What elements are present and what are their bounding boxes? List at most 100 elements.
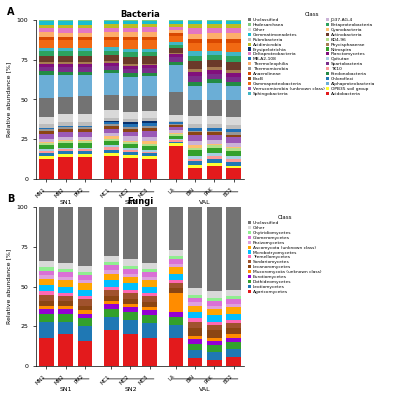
Bar bbox=[142, 64, 157, 65]
Bar bbox=[58, 322, 73, 334]
Bar bbox=[188, 156, 202, 158]
Bar bbox=[169, 62, 184, 65]
Bar bbox=[58, 48, 73, 51]
Bar bbox=[188, 82, 202, 86]
Bar bbox=[188, 135, 202, 140]
Bar bbox=[104, 330, 118, 366]
Bar bbox=[123, 52, 138, 57]
Bar bbox=[188, 288, 202, 295]
Bar bbox=[78, 341, 92, 366]
Bar bbox=[78, 283, 92, 290]
Text: SN2: SN2 bbox=[124, 200, 137, 205]
Bar bbox=[123, 277, 138, 283]
Bar bbox=[58, 287, 73, 293]
Bar bbox=[123, 20, 138, 21]
Bar bbox=[39, 338, 54, 366]
Bar bbox=[104, 70, 118, 74]
Bar bbox=[39, 25, 54, 28]
Bar bbox=[104, 153, 118, 156]
Bar bbox=[58, 132, 73, 137]
Bar bbox=[78, 140, 92, 141]
Bar bbox=[39, 98, 54, 117]
Bar bbox=[58, 306, 73, 309]
Bar bbox=[58, 115, 73, 122]
Bar bbox=[226, 24, 241, 28]
Bar bbox=[58, 67, 73, 72]
Bar bbox=[142, 287, 157, 293]
Bar bbox=[142, 96, 157, 111]
Bar bbox=[226, 33, 241, 39]
Bar bbox=[142, 73, 157, 76]
Bar bbox=[104, 27, 118, 32]
Text: VAL: VAL bbox=[199, 387, 211, 392]
Bar bbox=[78, 314, 92, 318]
Bar bbox=[207, 306, 222, 309]
Bar bbox=[104, 265, 118, 270]
Bar bbox=[226, 57, 241, 62]
Bar bbox=[188, 133, 202, 135]
Bar bbox=[226, 162, 241, 166]
Bar bbox=[188, 131, 202, 133]
Bar bbox=[58, 154, 73, 157]
Bar bbox=[226, 342, 241, 349]
Bar bbox=[207, 60, 222, 67]
Bar bbox=[142, 65, 157, 68]
Bar bbox=[169, 136, 184, 139]
Bar bbox=[207, 132, 222, 135]
Bar bbox=[226, 86, 241, 100]
Bar bbox=[104, 129, 118, 133]
Bar bbox=[169, 142, 184, 143]
Bar bbox=[207, 144, 222, 145]
Bar bbox=[142, 40, 157, 49]
Bar bbox=[58, 314, 73, 322]
Bar bbox=[169, 65, 184, 92]
Bar bbox=[188, 166, 202, 168]
Bar bbox=[188, 158, 202, 161]
Bar bbox=[226, 28, 241, 33]
Bar bbox=[142, 37, 157, 40]
Bar bbox=[169, 274, 184, 280]
Bar bbox=[78, 25, 92, 28]
Bar bbox=[58, 20, 73, 21]
Bar bbox=[142, 32, 157, 37]
Bar bbox=[78, 280, 92, 283]
Bar bbox=[104, 21, 118, 25]
Bar bbox=[104, 95, 118, 110]
Y-axis label: Relative abundance [%]: Relative abundance [%] bbox=[6, 249, 11, 324]
Bar bbox=[226, 129, 241, 132]
Bar bbox=[142, 24, 157, 27]
Bar bbox=[104, 51, 118, 55]
Bar bbox=[142, 127, 157, 131]
Bar bbox=[188, 51, 202, 56]
Bar bbox=[226, 159, 241, 162]
Bar bbox=[58, 277, 73, 280]
Bar bbox=[39, 67, 54, 71]
Bar bbox=[78, 115, 92, 122]
Bar bbox=[188, 318, 202, 322]
Bar bbox=[123, 293, 138, 299]
Bar bbox=[39, 131, 54, 134]
Bar bbox=[39, 142, 54, 143]
Bar bbox=[58, 143, 73, 148]
Bar bbox=[207, 360, 222, 366]
Bar bbox=[142, 126, 157, 127]
Bar bbox=[39, 267, 54, 271]
Bar bbox=[123, 123, 138, 124]
Bar bbox=[78, 272, 92, 275]
Bar bbox=[142, 207, 157, 263]
Bar bbox=[123, 334, 138, 366]
Bar bbox=[207, 148, 222, 154]
Bar bbox=[226, 117, 241, 125]
Bar bbox=[104, 273, 118, 280]
Bar bbox=[78, 62, 92, 64]
Bar bbox=[39, 149, 54, 151]
Bar bbox=[207, 131, 222, 132]
Bar bbox=[104, 296, 118, 301]
Bar bbox=[142, 52, 157, 56]
Bar bbox=[226, 299, 241, 304]
Bar bbox=[39, 159, 54, 179]
Bar bbox=[104, 123, 118, 124]
Bar bbox=[142, 280, 157, 287]
Bar bbox=[169, 92, 184, 115]
Bar bbox=[207, 100, 222, 116]
